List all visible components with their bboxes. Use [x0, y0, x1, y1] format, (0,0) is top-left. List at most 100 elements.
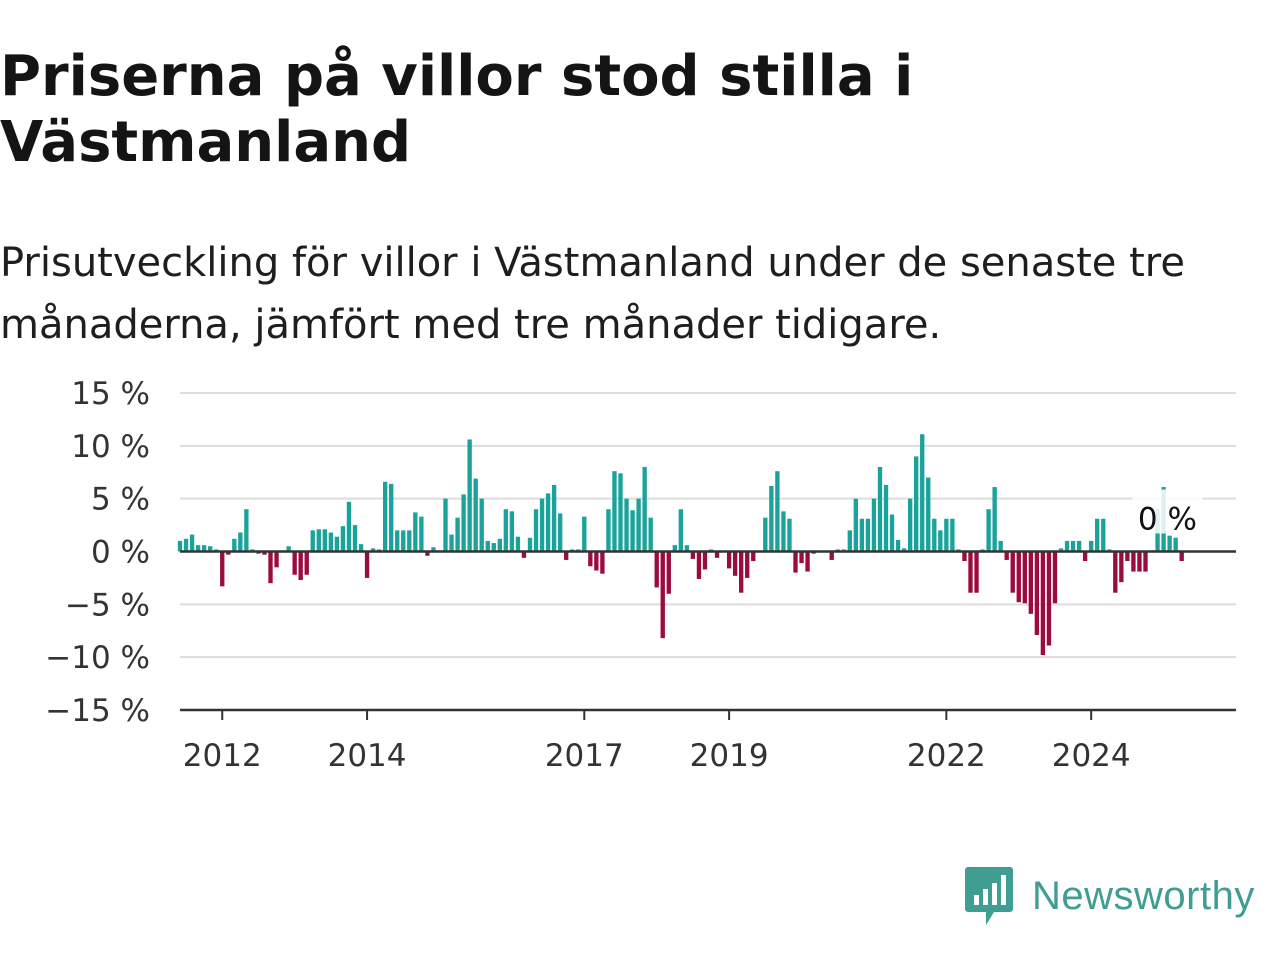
chart-title: Priserna på villor stod stilla i Västman…	[0, 44, 914, 175]
bar	[1034, 551, 1040, 635]
bar	[1016, 551, 1021, 603]
bar	[702, 551, 708, 570]
bar	[666, 551, 671, 594]
bar	[328, 532, 334, 552]
bar	[195, 545, 201, 552]
bar	[274, 551, 279, 568]
bar	[726, 551, 732, 569]
bar	[316, 529, 321, 552]
grid-lines	[180, 392, 1236, 659]
annotation-background	[1131, 489, 1204, 534]
bar	[865, 518, 871, 552]
bar	[805, 551, 810, 572]
bar	[479, 498, 484, 552]
x-axis-ticks: 2012 2014 2017 2019 2022 2024	[183, 710, 1131, 774]
bar	[630, 510, 635, 552]
bar	[564, 551, 569, 560]
bar	[220, 551, 225, 587]
bar	[340, 526, 346, 552]
bar	[304, 551, 309, 575]
bar	[877, 466, 883, 552]
bar	[787, 518, 792, 552]
bar	[1143, 551, 1148, 572]
bar	[660, 551, 665, 639]
bar	[292, 551, 297, 575]
y-axis-ticks: 15 % 10 % 5 % 0 % −5 % −10 % −15 %	[45, 376, 150, 729]
bar	[509, 511, 515, 552]
bar	[853, 498, 859, 552]
bar	[491, 543, 496, 552]
bar	[244, 509, 249, 552]
bar	[1046, 551, 1052, 646]
bar	[648, 517, 653, 552]
bar	[775, 471, 780, 552]
bar	[751, 551, 756, 562]
bar	[612, 471, 617, 552]
bar	[1028, 551, 1033, 614]
bar	[1089, 540, 1094, 552]
bar	[226, 551, 231, 555]
bar	[962, 551, 967, 562]
bar	[395, 530, 400, 552]
bar	[177, 540, 183, 552]
bar	[829, 551, 834, 560]
bar	[1010, 551, 1015, 593]
x-tick-label: 2012	[183, 738, 262, 774]
x-tick-label: 2014	[328, 738, 407, 774]
bar	[889, 514, 895, 552]
bar	[268, 551, 273, 584]
bar	[551, 484, 557, 552]
bar	[974, 551, 979, 593]
bar	[352, 525, 358, 552]
bar	[678, 509, 684, 552]
axes	[180, 550, 1236, 712]
bar	[334, 536, 340, 552]
bar	[950, 518, 955, 552]
bar	[769, 485, 774, 552]
bar	[545, 493, 551, 552]
bar	[497, 538, 502, 552]
x-tick-label: 2019	[690, 738, 769, 774]
bar	[799, 551, 804, 564]
bar	[847, 530, 852, 552]
bar	[232, 538, 237, 552]
bar	[443, 498, 448, 552]
bar	[582, 516, 587, 552]
bar	[618, 473, 623, 552]
bar	[1058, 548, 1064, 552]
bar	[932, 518, 937, 552]
x-tick-label: 2017	[545, 738, 624, 774]
bar	[1137, 551, 1142, 572]
chart-subtitle: Prisutveckling för villor i Västmanland …	[0, 240, 1185, 348]
y-tick-label: 15 %	[71, 376, 150, 412]
bar	[503, 509, 509, 552]
bar	[600, 551, 605, 574]
bar	[1040, 551, 1046, 656]
bar	[557, 513, 563, 552]
bar	[745, 551, 750, 578]
y-tick-label: 0 %	[91, 535, 150, 571]
annotations: 0 %	[1131, 489, 1204, 538]
bar	[1101, 518, 1106, 552]
bar	[401, 530, 406, 552]
bar	[473, 478, 478, 552]
bar	[286, 546, 291, 552]
newsworthy-logo-icon	[965, 867, 1013, 925]
bar	[944, 518, 949, 552]
bar	[298, 551, 303, 581]
bar	[370, 548, 376, 552]
bar-chart: 15 %10 %5 %0 %−5 %−10 %−15 % 2012 2014 201…	[45, 376, 1236, 774]
newsworthy-logo: Newsworthy	[964, 864, 1255, 928]
bar	[636, 498, 641, 552]
bar	[672, 545, 677, 552]
bar	[1113, 551, 1118, 593]
bar	[485, 540, 490, 552]
y-tick-label: −5 %	[65, 587, 150, 623]
bar	[642, 466, 647, 552]
bar	[521, 551, 527, 558]
bar	[208, 546, 213, 552]
bar	[1064, 540, 1070, 552]
bar	[1167, 535, 1172, 552]
bar	[871, 498, 877, 552]
bar	[920, 434, 925, 552]
